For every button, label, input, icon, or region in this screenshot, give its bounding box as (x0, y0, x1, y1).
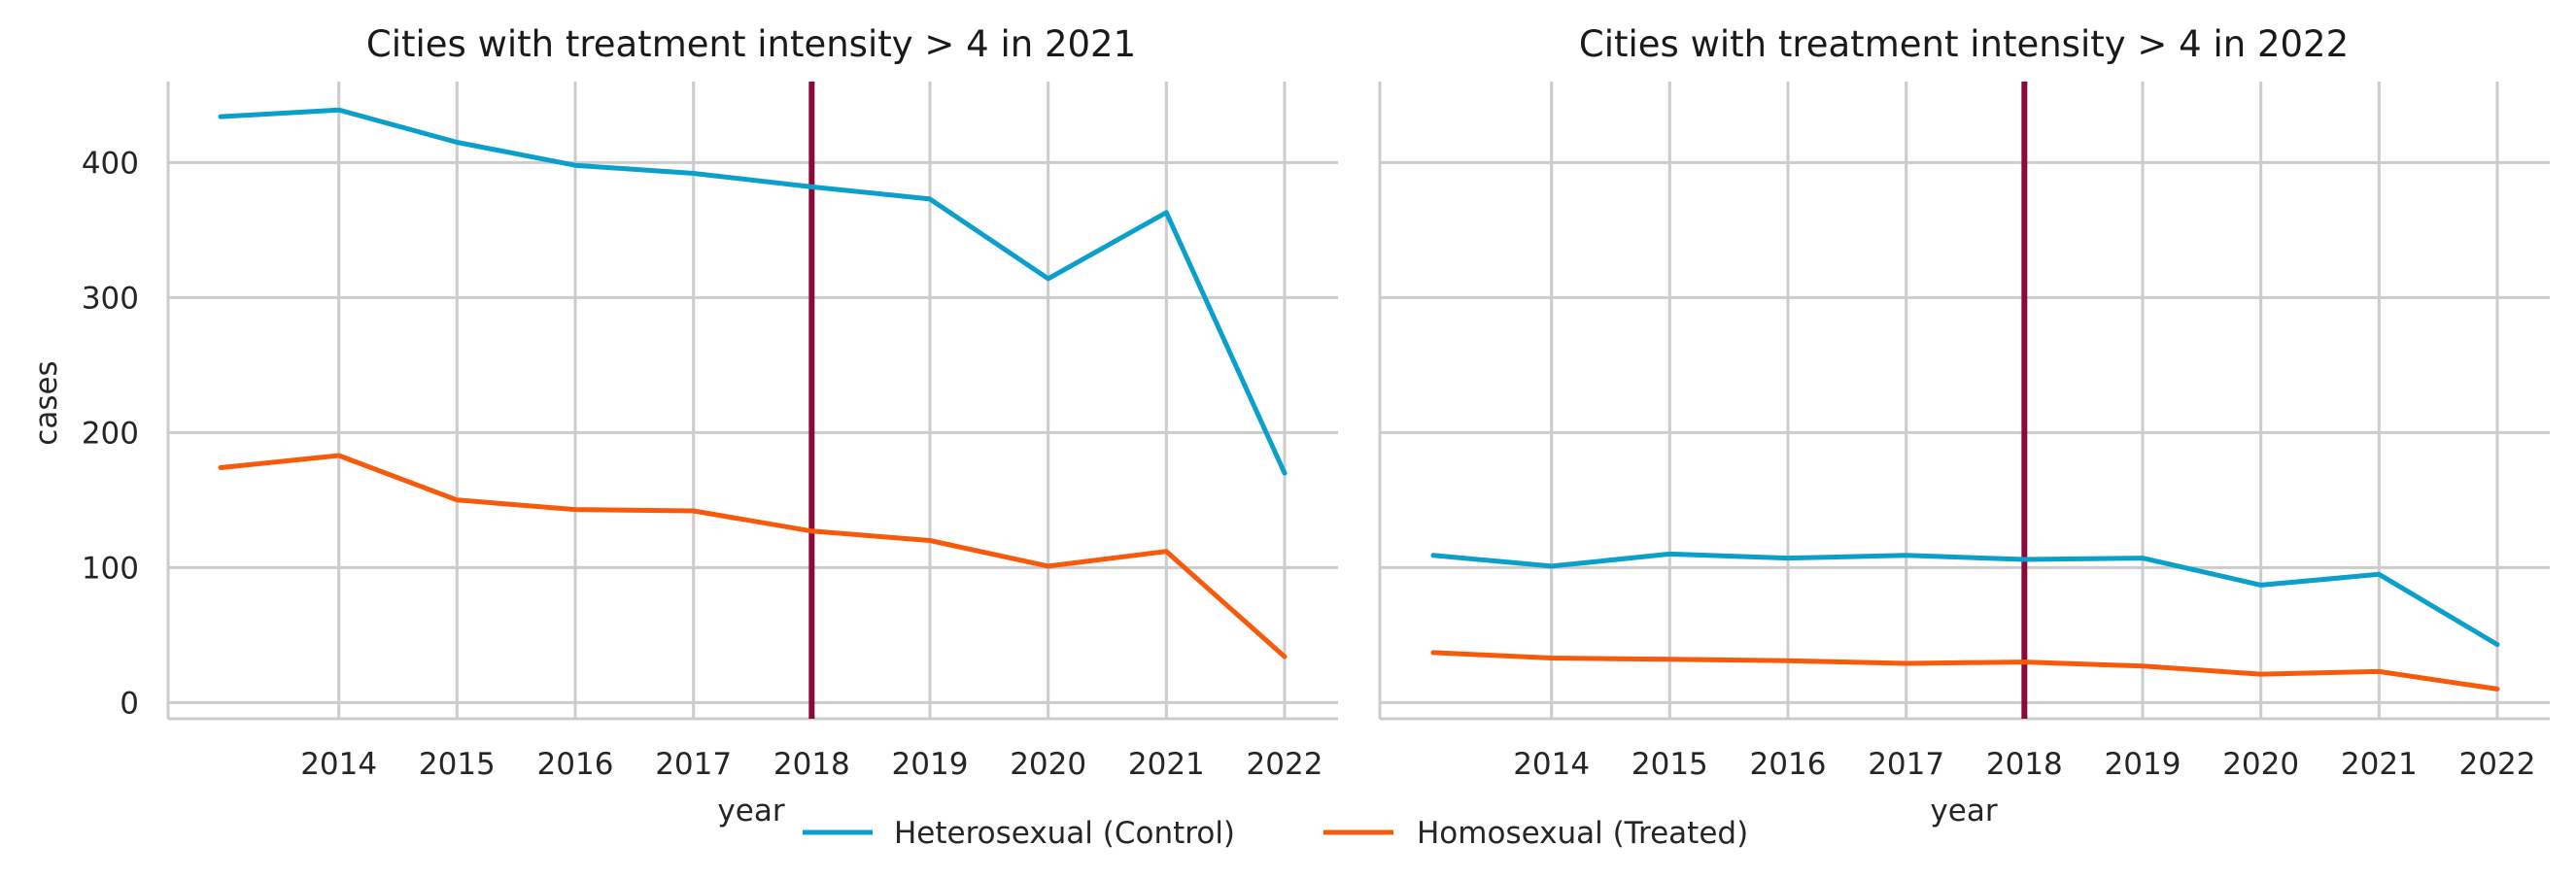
x-tick-label: 2022 (2459, 747, 2536, 782)
y-tick-label: 300 (82, 281, 139, 316)
x-tick-label: 2018 (773, 747, 850, 782)
chart-panel-2022: Cities with treatment intensity > 4 in 2… (1378, 23, 2550, 828)
x-tick-label: 2014 (300, 747, 377, 782)
x-tick-label: 2022 (1247, 747, 1323, 782)
y-axis-label: cases (29, 360, 64, 445)
chart-panel-2021: Cities with treatment intensity > 4 in 2… (29, 23, 1338, 828)
x-tick-label: 2021 (2341, 747, 2418, 782)
x-tick-label: 2020 (1010, 747, 1086, 782)
x-tick-label: 2021 (1128, 747, 1205, 782)
x-tick-label: 2016 (1750, 747, 1827, 782)
grid (168, 82, 1338, 719)
grid (1380, 82, 2550, 719)
legend-label-treated: Homosexual (Treated) (1417, 816, 1748, 851)
x-tick-label: 2018 (1986, 747, 2063, 782)
x-tick-label: 2015 (1631, 747, 1708, 782)
legend: Heterosexual (Control) Homosexual (Treat… (803, 816, 1748, 851)
y-tick-label: 100 (82, 551, 139, 586)
x-tick-label: 2020 (2222, 747, 2299, 782)
series-line-control (1430, 551, 2500, 648)
series-line-control (218, 107, 1288, 476)
series-line-treated (218, 453, 1288, 659)
y-tick-label: 200 (82, 416, 139, 451)
x-tick-label: 2015 (419, 747, 496, 782)
x-axis-label: year (717, 794, 784, 828)
x-tick-label: 2014 (1513, 747, 1590, 782)
y-tick-label: 400 (82, 146, 139, 181)
chart-title: Cities with treatment intensity > 4 in 2… (366, 23, 1136, 65)
y-tick-label: 0 (120, 686, 139, 721)
x-tick-label: 2016 (537, 747, 614, 782)
chart-title: Cities with treatment intensity > 4 in 2… (1579, 23, 2349, 65)
legend-label-control: Heterosexual (Control) (894, 816, 1235, 851)
x-tick-label: 2017 (655, 747, 732, 782)
x-axis-label: year (1930, 794, 1997, 828)
series-line-treated (1430, 650, 2500, 692)
x-tick-label: 2017 (1868, 747, 1944, 782)
x-tick-label: 2019 (2105, 747, 2181, 782)
x-tick-label: 2019 (892, 747, 969, 782)
